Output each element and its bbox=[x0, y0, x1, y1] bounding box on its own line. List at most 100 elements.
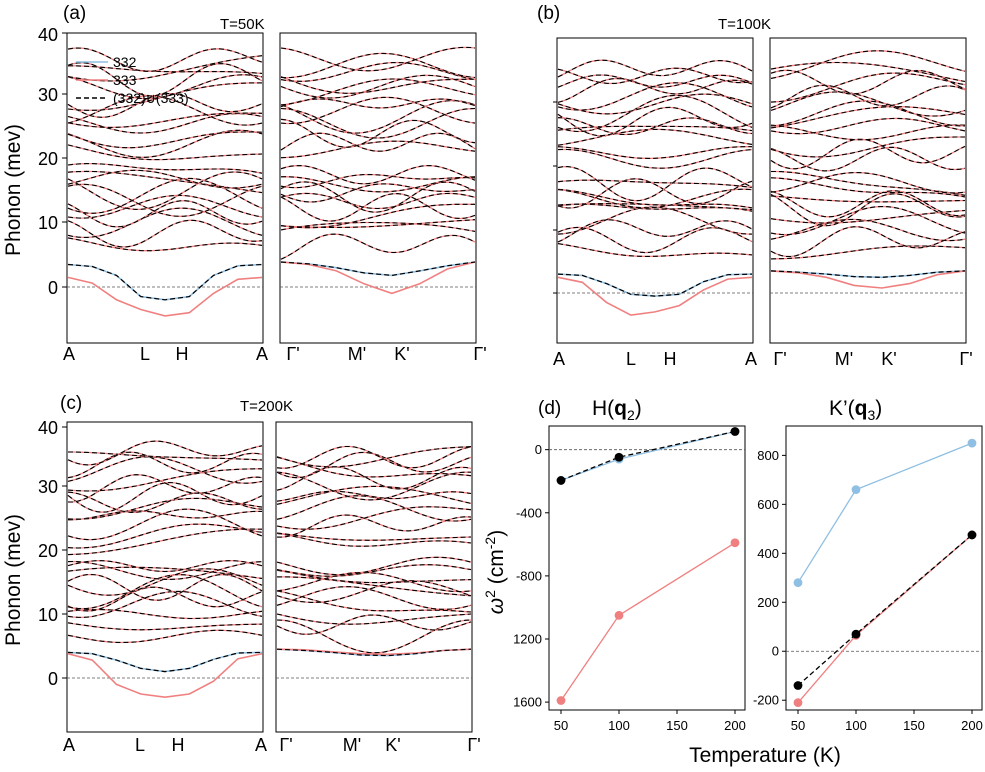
band-line-union bbox=[280, 118, 476, 148]
band-line-333 bbox=[277, 514, 472, 538]
lowest-branch-332 bbox=[67, 651, 263, 673]
band-line-union bbox=[770, 72, 966, 103]
band-line-union bbox=[557, 206, 753, 235]
band-line-union bbox=[557, 74, 753, 88]
band-line-union bbox=[557, 117, 753, 136]
band-line-union bbox=[67, 560, 263, 573]
band-line-union bbox=[770, 100, 965, 127]
band-line-union bbox=[557, 188, 753, 209]
band-line-333 bbox=[276, 445, 472, 468]
band-line-union bbox=[770, 146, 966, 172]
band-line-union bbox=[280, 61, 476, 82]
band-line-union bbox=[67, 560, 263, 580]
series-333-point bbox=[730, 538, 740, 548]
band-line-union bbox=[557, 67, 753, 85]
k-label-gamma: Γ' bbox=[473, 344, 486, 364]
band-line-333 bbox=[276, 619, 472, 654]
band-line-333 bbox=[280, 118, 476, 148]
band-line-union bbox=[280, 233, 476, 260]
band-line-union bbox=[276, 451, 472, 479]
band-line-union bbox=[68, 451, 263, 461]
band-line-union bbox=[67, 194, 263, 219]
k-path-labels: A L H A Γ' M' K' Γ' bbox=[63, 344, 487, 364]
band-line-union bbox=[557, 125, 753, 132]
band-line-333 bbox=[276, 456, 472, 478]
band-line-union bbox=[557, 226, 753, 254]
band-line-union bbox=[770, 106, 966, 129]
k-label-gamma: Γ' bbox=[279, 735, 292, 755]
lowest-branch-union bbox=[276, 648, 472, 657]
k-label-A: A bbox=[63, 344, 75, 364]
band-line-union bbox=[67, 573, 263, 601]
band-line-union bbox=[276, 580, 472, 603]
lowest-branch-333 bbox=[276, 648, 472, 656]
series-332-point bbox=[851, 485, 861, 495]
band-line-union bbox=[276, 506, 472, 530]
temperature-label: T=200K bbox=[240, 398, 293, 415]
band-line-union bbox=[280, 221, 476, 232]
series-union-point bbox=[851, 629, 861, 639]
band-line-union bbox=[67, 508, 263, 541]
band-line-union bbox=[770, 177, 966, 198]
frame-left bbox=[556, 37, 754, 344]
band-line-333 bbox=[280, 99, 476, 134]
band-line-union bbox=[67, 47, 263, 72]
band-line-union bbox=[280, 52, 476, 79]
band-line-333 bbox=[280, 52, 476, 79]
band-line-union bbox=[280, 140, 476, 159]
band-line-333 bbox=[67, 183, 263, 217]
band-line-union bbox=[276, 586, 472, 610]
x-tick-label: 200 bbox=[724, 718, 746, 733]
k-path-labels: A L H A Γ' M' K' Γ' bbox=[553, 349, 973, 369]
band-line-333 bbox=[67, 568, 263, 596]
band-line-union bbox=[67, 219, 263, 248]
panel-a: (a) T=50K 0 10 20 30 40 Phonon (mev) A L… bbox=[2, 3, 487, 364]
k-label-gamma: Γ' bbox=[959, 349, 972, 369]
band-line-union bbox=[557, 59, 753, 78]
y-tick-label: 1200 bbox=[513, 632, 542, 647]
y-tick-label: 0 bbox=[535, 442, 542, 457]
band-line-union bbox=[770, 138, 966, 170]
band-line-union bbox=[280, 176, 476, 193]
band-line-union bbox=[280, 203, 475, 229]
band-line-union bbox=[276, 619, 472, 654]
band-line-union bbox=[67, 608, 263, 620]
series-332-line bbox=[797, 442, 973, 584]
y-tick-label: 0 bbox=[772, 644, 779, 659]
band-line-union bbox=[280, 98, 476, 109]
data-k bbox=[786, 438, 982, 708]
series-union-point bbox=[793, 681, 803, 690]
band-line-333 bbox=[280, 98, 476, 109]
k-label-gamma: Γ' bbox=[467, 735, 480, 755]
band-line-union bbox=[277, 576, 472, 597]
k-label-A: A bbox=[63, 735, 75, 755]
band-line-union bbox=[770, 209, 966, 224]
y-tick-label: 20 bbox=[38, 541, 58, 561]
y-tick-label: 600 bbox=[757, 497, 779, 512]
x-axis-label-d: Temperature (K) bbox=[689, 744, 841, 767]
band-line-333 bbox=[67, 491, 263, 514]
band-line-union bbox=[557, 128, 753, 146]
band-line-union bbox=[67, 177, 263, 214]
band-line-union bbox=[770, 61, 966, 83]
band-line-333 bbox=[280, 140, 476, 159]
y-tick-label: 40 bbox=[38, 418, 58, 438]
band-line-333 bbox=[67, 481, 263, 513]
band-line-333 bbox=[68, 65, 263, 75]
lowest-branch-333 bbox=[770, 270, 966, 289]
band-line-union bbox=[557, 179, 753, 189]
series-union-line bbox=[560, 430, 736, 482]
y-tick-label: 40 bbox=[38, 25, 58, 45]
band-line-union bbox=[557, 94, 753, 133]
band-line-union bbox=[770, 190, 966, 218]
plot-frame-k bbox=[785, 425, 983, 711]
y-tick-label: -400 bbox=[516, 505, 542, 520]
band-line-union bbox=[67, 129, 263, 158]
band-line-union bbox=[276, 532, 472, 547]
series-332-line bbox=[560, 430, 736, 482]
lowest-branch-union bbox=[67, 263, 263, 301]
x-tick-label: 50 bbox=[791, 718, 805, 733]
y-axis: 0 10 20 30 40 Phonon (mev) bbox=[2, 25, 67, 298]
panel-d: (d) H(q2) 0 -400 -800 1200 1600 50 100 150 200 ω… bbox=[482, 397, 983, 767]
band-line-union bbox=[67, 237, 263, 252]
